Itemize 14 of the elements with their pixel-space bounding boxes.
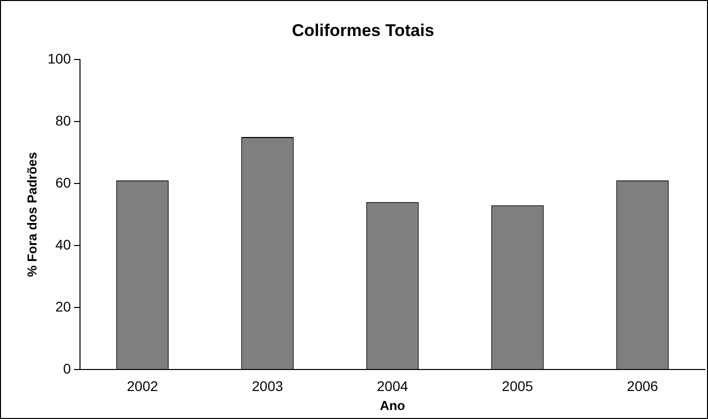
x-axis-title: Ano — [380, 398, 406, 413]
x-tick-label: 2002 — [126, 378, 158, 394]
y-tick-label: 40 — [55, 236, 72, 252]
y-axis-title: % Fora dos Padrões — [24, 152, 40, 277]
chart-title: Coliformes Totais — [292, 20, 434, 40]
y-tick-label: 0 — [63, 360, 72, 376]
y-tick-label: 80 — [55, 112, 72, 128]
y-tick-label: 60 — [55, 174, 72, 190]
x-tick-label: 2006 — [626, 378, 658, 394]
x-tick-label: 2004 — [376, 378, 408, 394]
x-tick-label: 2003 — [252, 378, 284, 394]
x-tick-label: 2005 — [502, 378, 534, 394]
y-tick-label: 100 — [48, 50, 72, 66]
y-tick-label: 20 — [55, 298, 72, 314]
